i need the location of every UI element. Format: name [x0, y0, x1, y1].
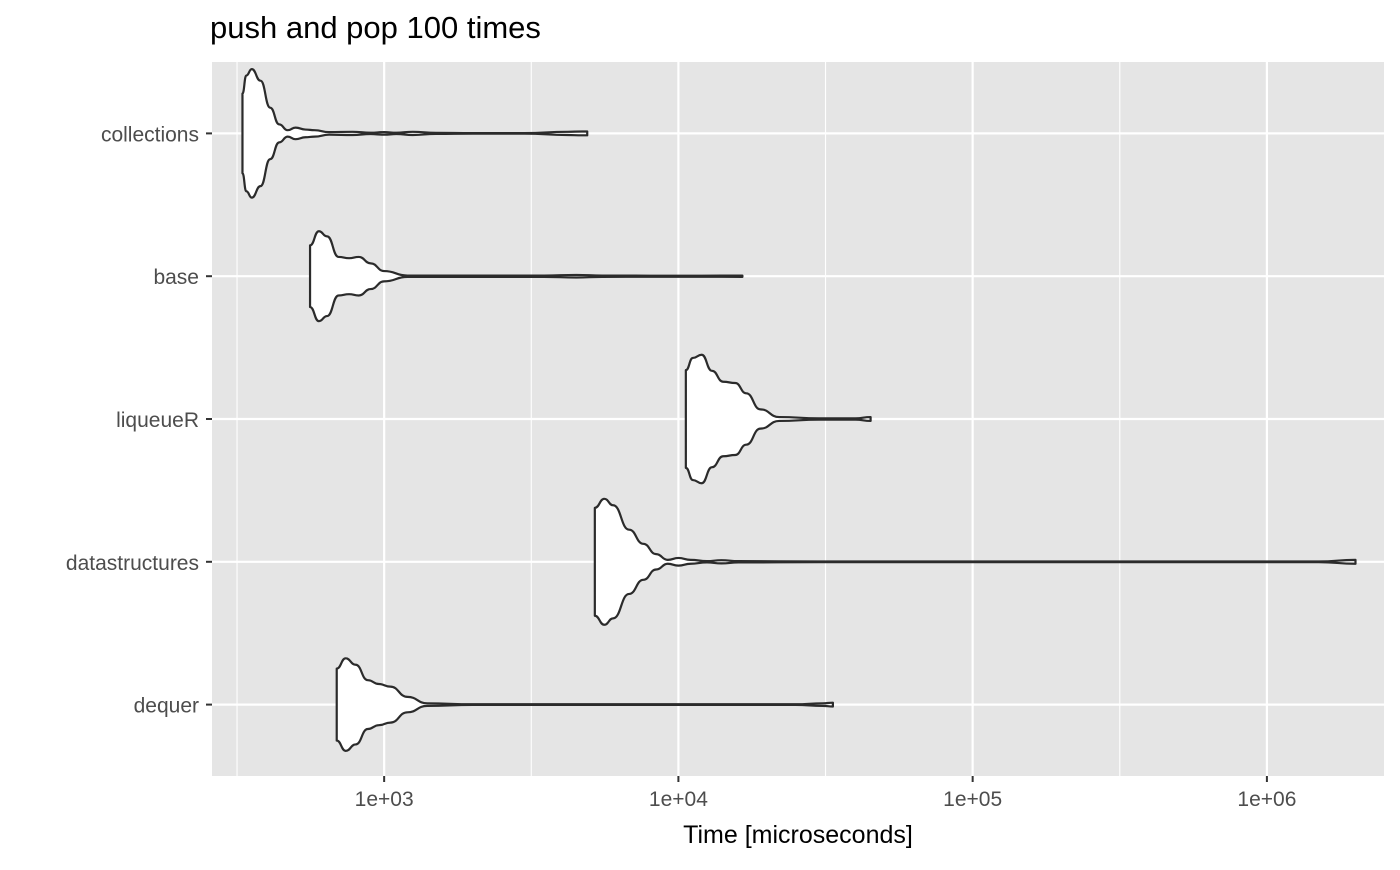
y-tick-label-liqueueR: liqueueR	[116, 409, 199, 432]
y-tick-label-base: base	[153, 266, 199, 289]
x-axis-title: Time [microseconds]	[683, 821, 913, 849]
x-tick-label: 1e+04	[649, 788, 708, 811]
x-tick-label: 1e+05	[943, 788, 1002, 811]
y-tick-label-collections: collections	[101, 123, 199, 146]
violin-collections	[241, 68, 589, 199]
x-tick-label: 1e+06	[1237, 788, 1296, 811]
x-tick-label: 1e+03	[355, 788, 414, 811]
violin-liqueueR	[684, 353, 872, 485]
violin-base	[308, 230, 744, 323]
chart-title: push and pop 100 times	[210, 10, 541, 45]
axis-layer: collections base liqueueR datastructures deq…	[66, 123, 1296, 811]
violin-layer	[241, 68, 1357, 752]
violin-dequer	[335, 657, 834, 752]
violin-datastructures	[593, 497, 1357, 626]
y-tick-label-datastructures: datastructures	[66, 552, 199, 575]
y-tick-label-dequer: dequer	[134, 695, 199, 718]
